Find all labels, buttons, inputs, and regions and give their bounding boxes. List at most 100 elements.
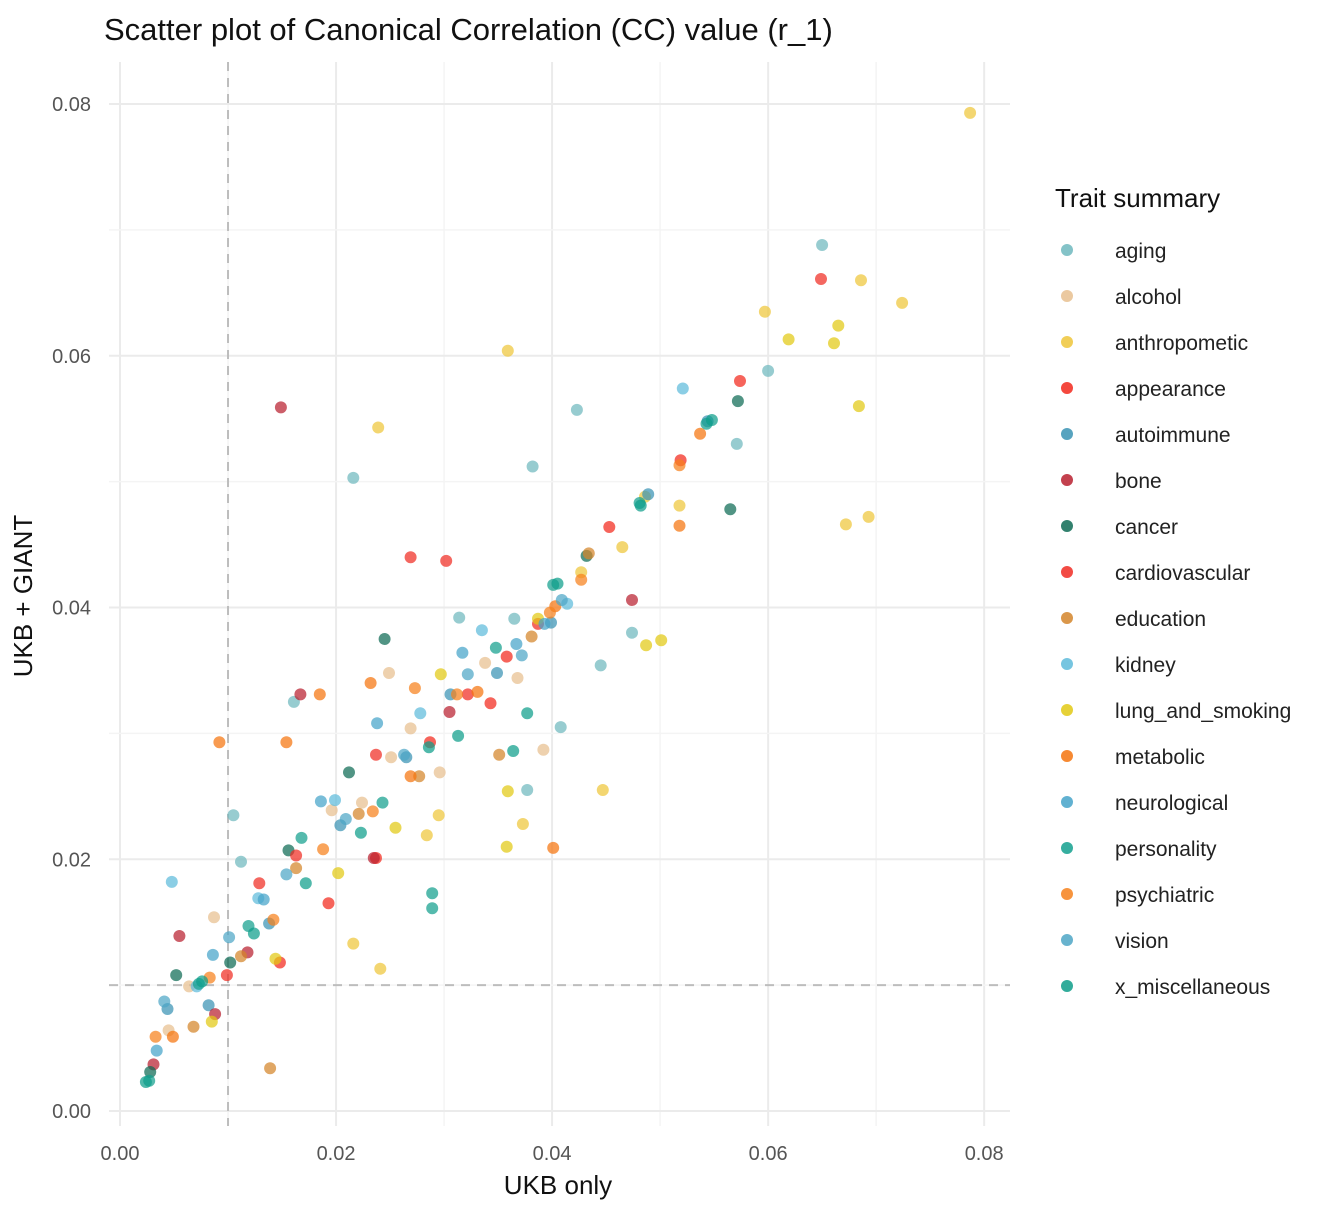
data-point xyxy=(364,677,377,689)
data-point xyxy=(511,672,524,684)
data-point xyxy=(313,688,326,701)
data-point xyxy=(575,573,588,586)
legend-item: education xyxy=(1061,608,1206,631)
chart-title: Scatter plot of Canonical Correlation (C… xyxy=(104,12,833,47)
legend-label: x_miscellaneous xyxy=(1115,976,1270,999)
legend-label: cancer xyxy=(1115,516,1178,539)
grid-lines xyxy=(109,62,1010,1126)
data-point xyxy=(317,843,330,856)
data-point xyxy=(187,1020,200,1033)
data-point xyxy=(782,333,795,346)
y-axis-title: UKB + GIANT xyxy=(8,515,38,678)
legend-label: vision xyxy=(1115,930,1169,953)
legend-swatch xyxy=(1061,474,1073,486)
data-point xyxy=(404,551,417,564)
data-point xyxy=(626,626,638,639)
legend-swatch xyxy=(1061,520,1073,532)
legend-items: aging alcohol anthropometic appearance autoi… xyxy=(1061,240,1291,999)
data-point xyxy=(165,875,178,888)
data-point xyxy=(253,877,266,890)
series-anthropometic xyxy=(347,106,977,975)
data-point xyxy=(314,795,327,808)
legend-swatch xyxy=(1061,658,1073,670)
legend-label: aging xyxy=(1115,240,1166,263)
legend-swatch xyxy=(1061,566,1073,578)
data-point xyxy=(294,688,307,701)
data-point xyxy=(332,867,345,880)
legend-label: anthropometic xyxy=(1115,332,1248,355)
data-point xyxy=(235,855,247,868)
data-point xyxy=(855,274,867,287)
legend-item: vision xyxy=(1061,930,1169,953)
legend: Trait summary agingalcoholanthropometica… xyxy=(1055,183,1291,999)
data-point xyxy=(491,667,503,679)
data-point xyxy=(676,382,689,395)
data-point xyxy=(596,784,609,796)
legend-item: psychiatric xyxy=(1061,884,1214,907)
legend-label: bone xyxy=(1115,470,1162,493)
series-neurological xyxy=(150,617,551,1057)
data-point xyxy=(274,401,287,414)
data-point xyxy=(655,634,668,647)
x-axis-title: UKB only xyxy=(504,1170,612,1200)
data-point xyxy=(370,748,382,761)
data-point xyxy=(205,1015,218,1028)
legend-swatch xyxy=(1061,888,1073,900)
data-point xyxy=(724,503,737,516)
legend-item: anthropometic xyxy=(1061,332,1248,355)
data-point xyxy=(500,840,513,853)
data-point xyxy=(290,862,303,875)
data-point xyxy=(551,577,564,590)
data-point xyxy=(385,751,398,764)
legend-swatch xyxy=(1061,796,1073,808)
data-point xyxy=(594,659,607,672)
data-point xyxy=(374,962,387,975)
data-point xyxy=(144,1066,157,1078)
data-point xyxy=(196,975,209,988)
data-point xyxy=(501,785,514,798)
x-axis-ticks: 0.00 0.02 0.04 0.06 0.08 xyxy=(101,1143,1004,1165)
legend-item: lung_and_smoking xyxy=(1061,700,1291,723)
data-point xyxy=(433,766,446,779)
series-vision xyxy=(158,594,568,1008)
data-point xyxy=(832,319,845,332)
y-tick-label: 0.02 xyxy=(52,849,91,871)
legend-title: Trait summary xyxy=(1055,183,1220,213)
series-kidney xyxy=(165,382,689,993)
data-point xyxy=(734,375,746,387)
data-point xyxy=(500,650,513,663)
data-point xyxy=(158,995,171,1008)
data-point xyxy=(642,488,655,501)
legend-item: autoimmune xyxy=(1061,424,1231,447)
data-point xyxy=(280,736,293,749)
data-point xyxy=(202,999,215,1012)
data-point xyxy=(264,1062,277,1075)
data-point xyxy=(413,770,426,783)
data-point xyxy=(354,826,367,839)
data-point xyxy=(426,902,439,915)
legend-swatch xyxy=(1061,842,1073,854)
legend-swatch xyxy=(1061,290,1073,302)
data-point xyxy=(731,395,744,408)
legend-label: autoimmune xyxy=(1115,424,1231,447)
data-point xyxy=(325,804,338,817)
data-point xyxy=(269,952,282,965)
data-point xyxy=(371,717,384,730)
data-point xyxy=(267,913,280,926)
data-point xyxy=(543,606,556,619)
data-point xyxy=(673,459,686,472)
data-point xyxy=(343,766,355,779)
data-point xyxy=(235,950,247,963)
data-point xyxy=(626,594,638,606)
data-point xyxy=(515,649,528,662)
data-point xyxy=(452,729,465,742)
data-point xyxy=(372,421,385,434)
data-point xyxy=(705,414,718,426)
legend-item: aging xyxy=(1061,240,1166,263)
data-point xyxy=(443,706,456,718)
legend-item: bone xyxy=(1061,470,1162,493)
data-point xyxy=(295,831,308,844)
data-point xyxy=(730,437,743,450)
reference-lines xyxy=(109,62,1010,1126)
